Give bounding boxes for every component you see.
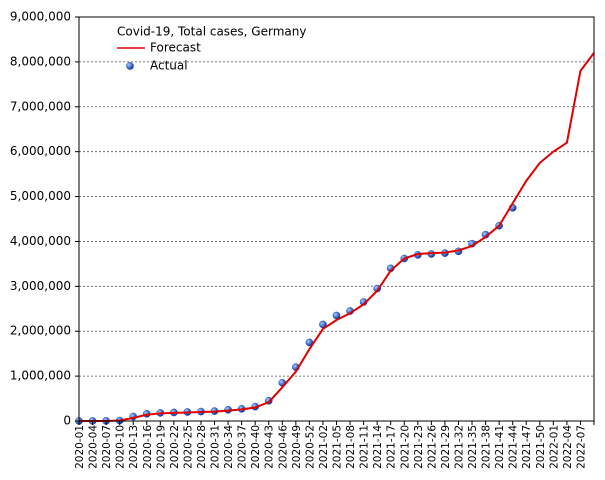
x-tick-label: 2021-32 [453, 425, 465, 469]
x-tick-label: 2020-19 [155, 425, 167, 469]
x-tick-label: 2021-26 [426, 425, 438, 469]
x-tick-label: 2021-08 [345, 425, 357, 469]
x-tick-label: 2021-23 [413, 425, 425, 469]
x-tick-label: 2021-17 [386, 425, 398, 469]
x-tick-label: 2020-49 [291, 425, 303, 469]
x-tick-label: 2020-28 [196, 425, 208, 469]
legend: Forecast Actual [117, 41, 201, 73]
x-tick-label: 2020-25 [182, 425, 194, 469]
x-tick-label: 2020-31 [210, 425, 222, 469]
legend-label: Actual [150, 59, 188, 73]
y-tick-label: 5,000,000 [10, 189, 71, 203]
y-tick-label: 3,000,000 [10, 279, 71, 293]
x-tick-label: 2021-47 [521, 425, 533, 469]
forecast-line [79, 52, 595, 422]
x-tick-label: 2022-01 [548, 425, 560, 469]
x-tick-label: 2021-41 [494, 425, 506, 469]
y-tick-label: 0 [63, 414, 71, 428]
plot-frame [78, 16, 595, 422]
x-tick-label: 2021-14 [372, 425, 384, 469]
x-tick-label: 2021-20 [399, 425, 411, 469]
x-tick-label: 2022-07 [575, 425, 587, 469]
x-tick-label: 2020-40 [250, 425, 262, 469]
x-tick-label: 2020-13 [128, 425, 140, 469]
x-tick-label: 2020-10 [115, 425, 127, 469]
x-tick-label: 2021-50 [535, 425, 547, 469]
y-tick-label: 6,000,000 [10, 144, 71, 158]
y-tick-label: 1,000,000 [10, 369, 71, 383]
y-tick-label: 4,000,000 [10, 234, 71, 248]
x-tick-label: 2020-07 [101, 425, 113, 469]
x-tick-label: 2021-35 [467, 425, 479, 469]
x-tick-label: 2020-01 [74, 425, 86, 469]
x-tick-label: 2021-02 [318, 425, 330, 469]
x-tick-label: 2021-29 [440, 425, 452, 469]
y-tick-label: 8,000,000 [10, 54, 71, 68]
y-tick-label: 7,000,000 [10, 99, 71, 113]
x-tick-label: 2020-22 [169, 425, 181, 469]
y-tick-label: 2,000,000 [10, 324, 71, 338]
legend-title: Covid-19, Total cases, Germany [117, 25, 306, 39]
y-tick-label: 9,000,000 [10, 10, 71, 24]
x-tick-label: 2020-16 [142, 425, 154, 469]
x-tick-label: 2021-38 [481, 425, 493, 469]
x-tick-label: 2021-44 [508, 425, 520, 469]
x-tick-label: 2020-52 [304, 425, 316, 469]
x-tick-label: 2020-34 [223, 425, 235, 469]
legend-swatch [126, 62, 134, 70]
x-tick-label: 2020-37 [237, 425, 249, 469]
x-tick-label: 2021-05 [332, 425, 344, 469]
x-tick-label: 2020-04 [88, 425, 100, 469]
legend-label: Forecast [150, 41, 201, 55]
x-tick-label: 2021-11 [359, 425, 371, 469]
labels: 0 1,000,000 2,000,000 3,000,000 4,000,000 5,0… [10, 10, 595, 469]
x-tick-label: 2022-04 [562, 425, 574, 469]
marks [75, 52, 595, 425]
x-tick-label: 2020-43 [264, 425, 276, 469]
x-tick-label: 2020-46 [277, 425, 289, 469]
